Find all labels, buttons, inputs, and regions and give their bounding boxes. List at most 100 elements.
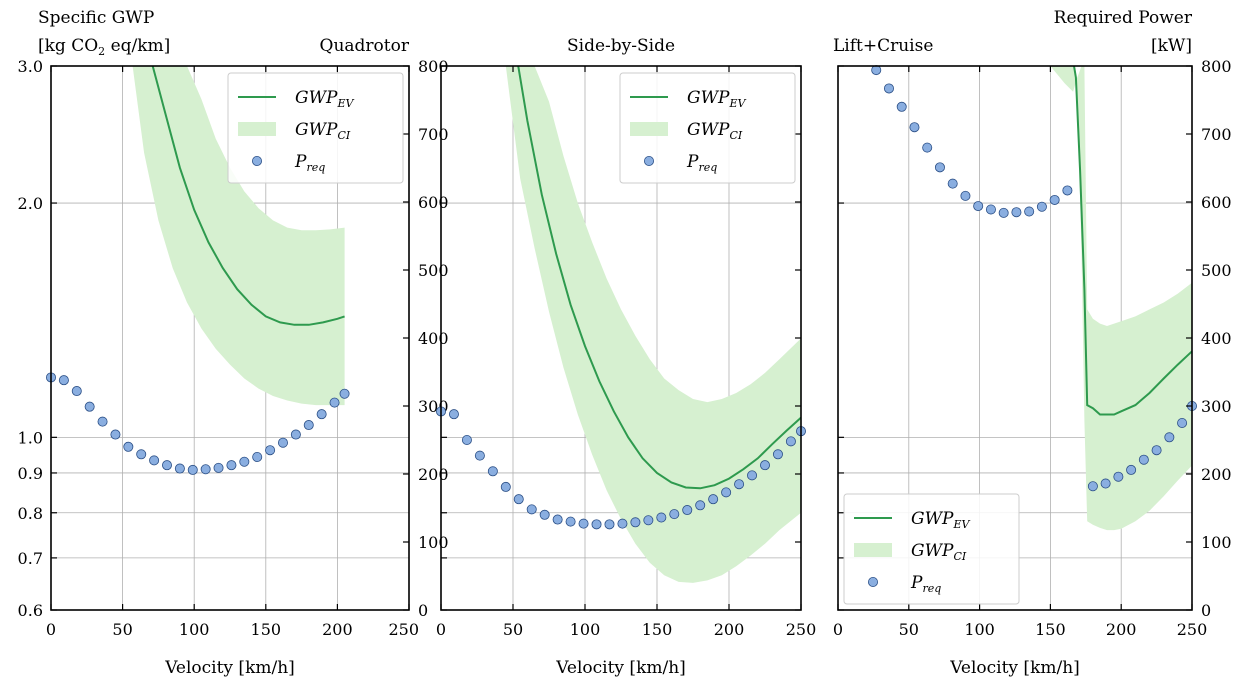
y-right-tick-label: 500 xyxy=(1201,261,1232,280)
preq-point xyxy=(947,178,958,189)
x-tick-label: 100 xyxy=(570,620,601,639)
ticks xyxy=(440,65,802,611)
preq-point xyxy=(883,83,894,94)
legend-label: Preq xyxy=(686,152,717,174)
left-axis-title-line2: [kg CO2 eq/km] xyxy=(38,36,170,58)
preq-point xyxy=(1024,206,1035,217)
preq-point xyxy=(290,429,301,440)
preq-point xyxy=(695,500,706,511)
legend-label: Preq xyxy=(910,573,941,595)
y-right-tick-label: 700 xyxy=(1201,125,1232,144)
preq-point xyxy=(200,464,211,475)
preq-point xyxy=(339,388,350,399)
preq-point xyxy=(448,409,459,420)
y-right-tick-label: 700 xyxy=(418,125,449,144)
preq-point xyxy=(760,460,771,471)
preq-point xyxy=(1049,194,1060,205)
preq-point xyxy=(1138,454,1149,465)
preq-point xyxy=(734,479,745,490)
preq-point xyxy=(591,519,602,530)
preq-point xyxy=(123,441,134,452)
panel-title: Side-by-Side xyxy=(567,36,675,56)
panel-title: Quadrotor xyxy=(320,36,410,56)
preq-point xyxy=(922,142,933,153)
preq-point xyxy=(316,409,327,420)
panel-2: 0 50 100 150 200 250 Side-by-Side Velocity [km/… xyxy=(436,36,816,678)
legend-label: GWPCI xyxy=(295,120,351,142)
preq-point xyxy=(500,481,511,492)
right-axis-title-line2: [kW] xyxy=(1151,36,1192,56)
ticks xyxy=(50,65,410,611)
y-left-tick-label: 1.0 xyxy=(18,428,43,447)
y-right-tick-label: 200 xyxy=(1201,465,1232,484)
preq-point xyxy=(998,207,1009,218)
y-left-tick-label: 0.9 xyxy=(18,464,43,483)
preq-point xyxy=(474,450,485,461)
preq-point xyxy=(487,466,498,477)
preq-point xyxy=(461,434,472,445)
preq-point xyxy=(960,190,971,201)
preq-point xyxy=(721,487,732,498)
preq-point xyxy=(239,456,250,467)
preq-point xyxy=(565,516,576,527)
y-left-tick-label: 2.0 xyxy=(18,194,43,213)
y-right-tick-label: 500 xyxy=(418,261,449,280)
preq-point xyxy=(617,518,628,529)
legend: GWPEV GWPCI Preq xyxy=(619,72,796,184)
preq-point xyxy=(630,517,641,528)
legend-swatch-ci xyxy=(630,122,668,136)
y-right-tick-label: 100 xyxy=(1201,533,1232,552)
ci-band xyxy=(505,66,801,583)
right-axis-title-line1: Required Power xyxy=(1054,8,1193,28)
preq-point xyxy=(1087,481,1098,492)
preq-point xyxy=(1164,432,1175,443)
y-left-tick-label: 0.7 xyxy=(18,549,43,568)
x-tick-label: 100 xyxy=(964,620,995,639)
x-axis-label: Velocity [km/h] xyxy=(555,658,686,678)
preq-point xyxy=(871,65,882,76)
y-right-tick-label: 300 xyxy=(1201,397,1232,416)
x-axis-label: Velocity [km/h] xyxy=(949,658,1080,678)
panel-3: 0 50 100 150 200 2500100200300400500600700800… xyxy=(833,36,1232,678)
legend-label: GWPEV xyxy=(911,509,971,531)
preq-point xyxy=(187,464,198,475)
plot-area xyxy=(505,66,801,583)
legend-swatch-ci xyxy=(238,122,276,136)
panel-1: 0 50 100 150 200 250 0.6 0.7 0.8 0.9 1.0 2.0 3.0 0 100… xyxy=(18,36,449,678)
y-left-tick-label: 0.6 xyxy=(18,601,43,620)
preq-point xyxy=(1036,201,1047,212)
legend-label: GWPCI xyxy=(911,541,967,563)
left-axis-title-line1: Specific GWP xyxy=(38,8,154,28)
y-left-tick-label: 3.0 xyxy=(18,57,43,76)
y-right-tick-label: 600 xyxy=(1201,193,1232,212)
y-right-tick-label: 800 xyxy=(1201,57,1232,76)
x-tick-label: 0 xyxy=(46,620,56,639)
y-left-tick-label: 0.8 xyxy=(18,504,43,523)
preq-point xyxy=(513,494,524,505)
x-axis-label: Velocity [km/h] xyxy=(164,658,295,678)
x-tick-label: 0 xyxy=(833,620,843,639)
preq-point xyxy=(161,460,172,471)
preq-point xyxy=(1177,417,1188,428)
preq-point xyxy=(1113,471,1124,482)
preq-point xyxy=(277,437,288,448)
legend: GWPEV GWPCI Preq xyxy=(227,72,404,184)
preq-point xyxy=(682,505,693,516)
y-right-tick-label: 0 xyxy=(418,601,428,620)
ci-band xyxy=(1050,66,1192,531)
preq-point xyxy=(909,122,920,133)
preq-point xyxy=(265,445,276,456)
plot-area xyxy=(132,66,345,406)
legend-label: GWPCI xyxy=(687,120,743,142)
legend: GWPEV GWPCI Preq xyxy=(843,493,1020,605)
plot-area xyxy=(1050,66,1192,531)
preq-point xyxy=(785,436,796,447)
ev-line xyxy=(1073,66,1192,416)
preq-point xyxy=(747,470,758,481)
x-tick-label: 50 xyxy=(112,620,132,639)
preq-point xyxy=(526,504,537,515)
preq-point xyxy=(896,101,907,112)
preq-point xyxy=(84,401,95,412)
y-right-tick-label: 200 xyxy=(418,465,449,484)
